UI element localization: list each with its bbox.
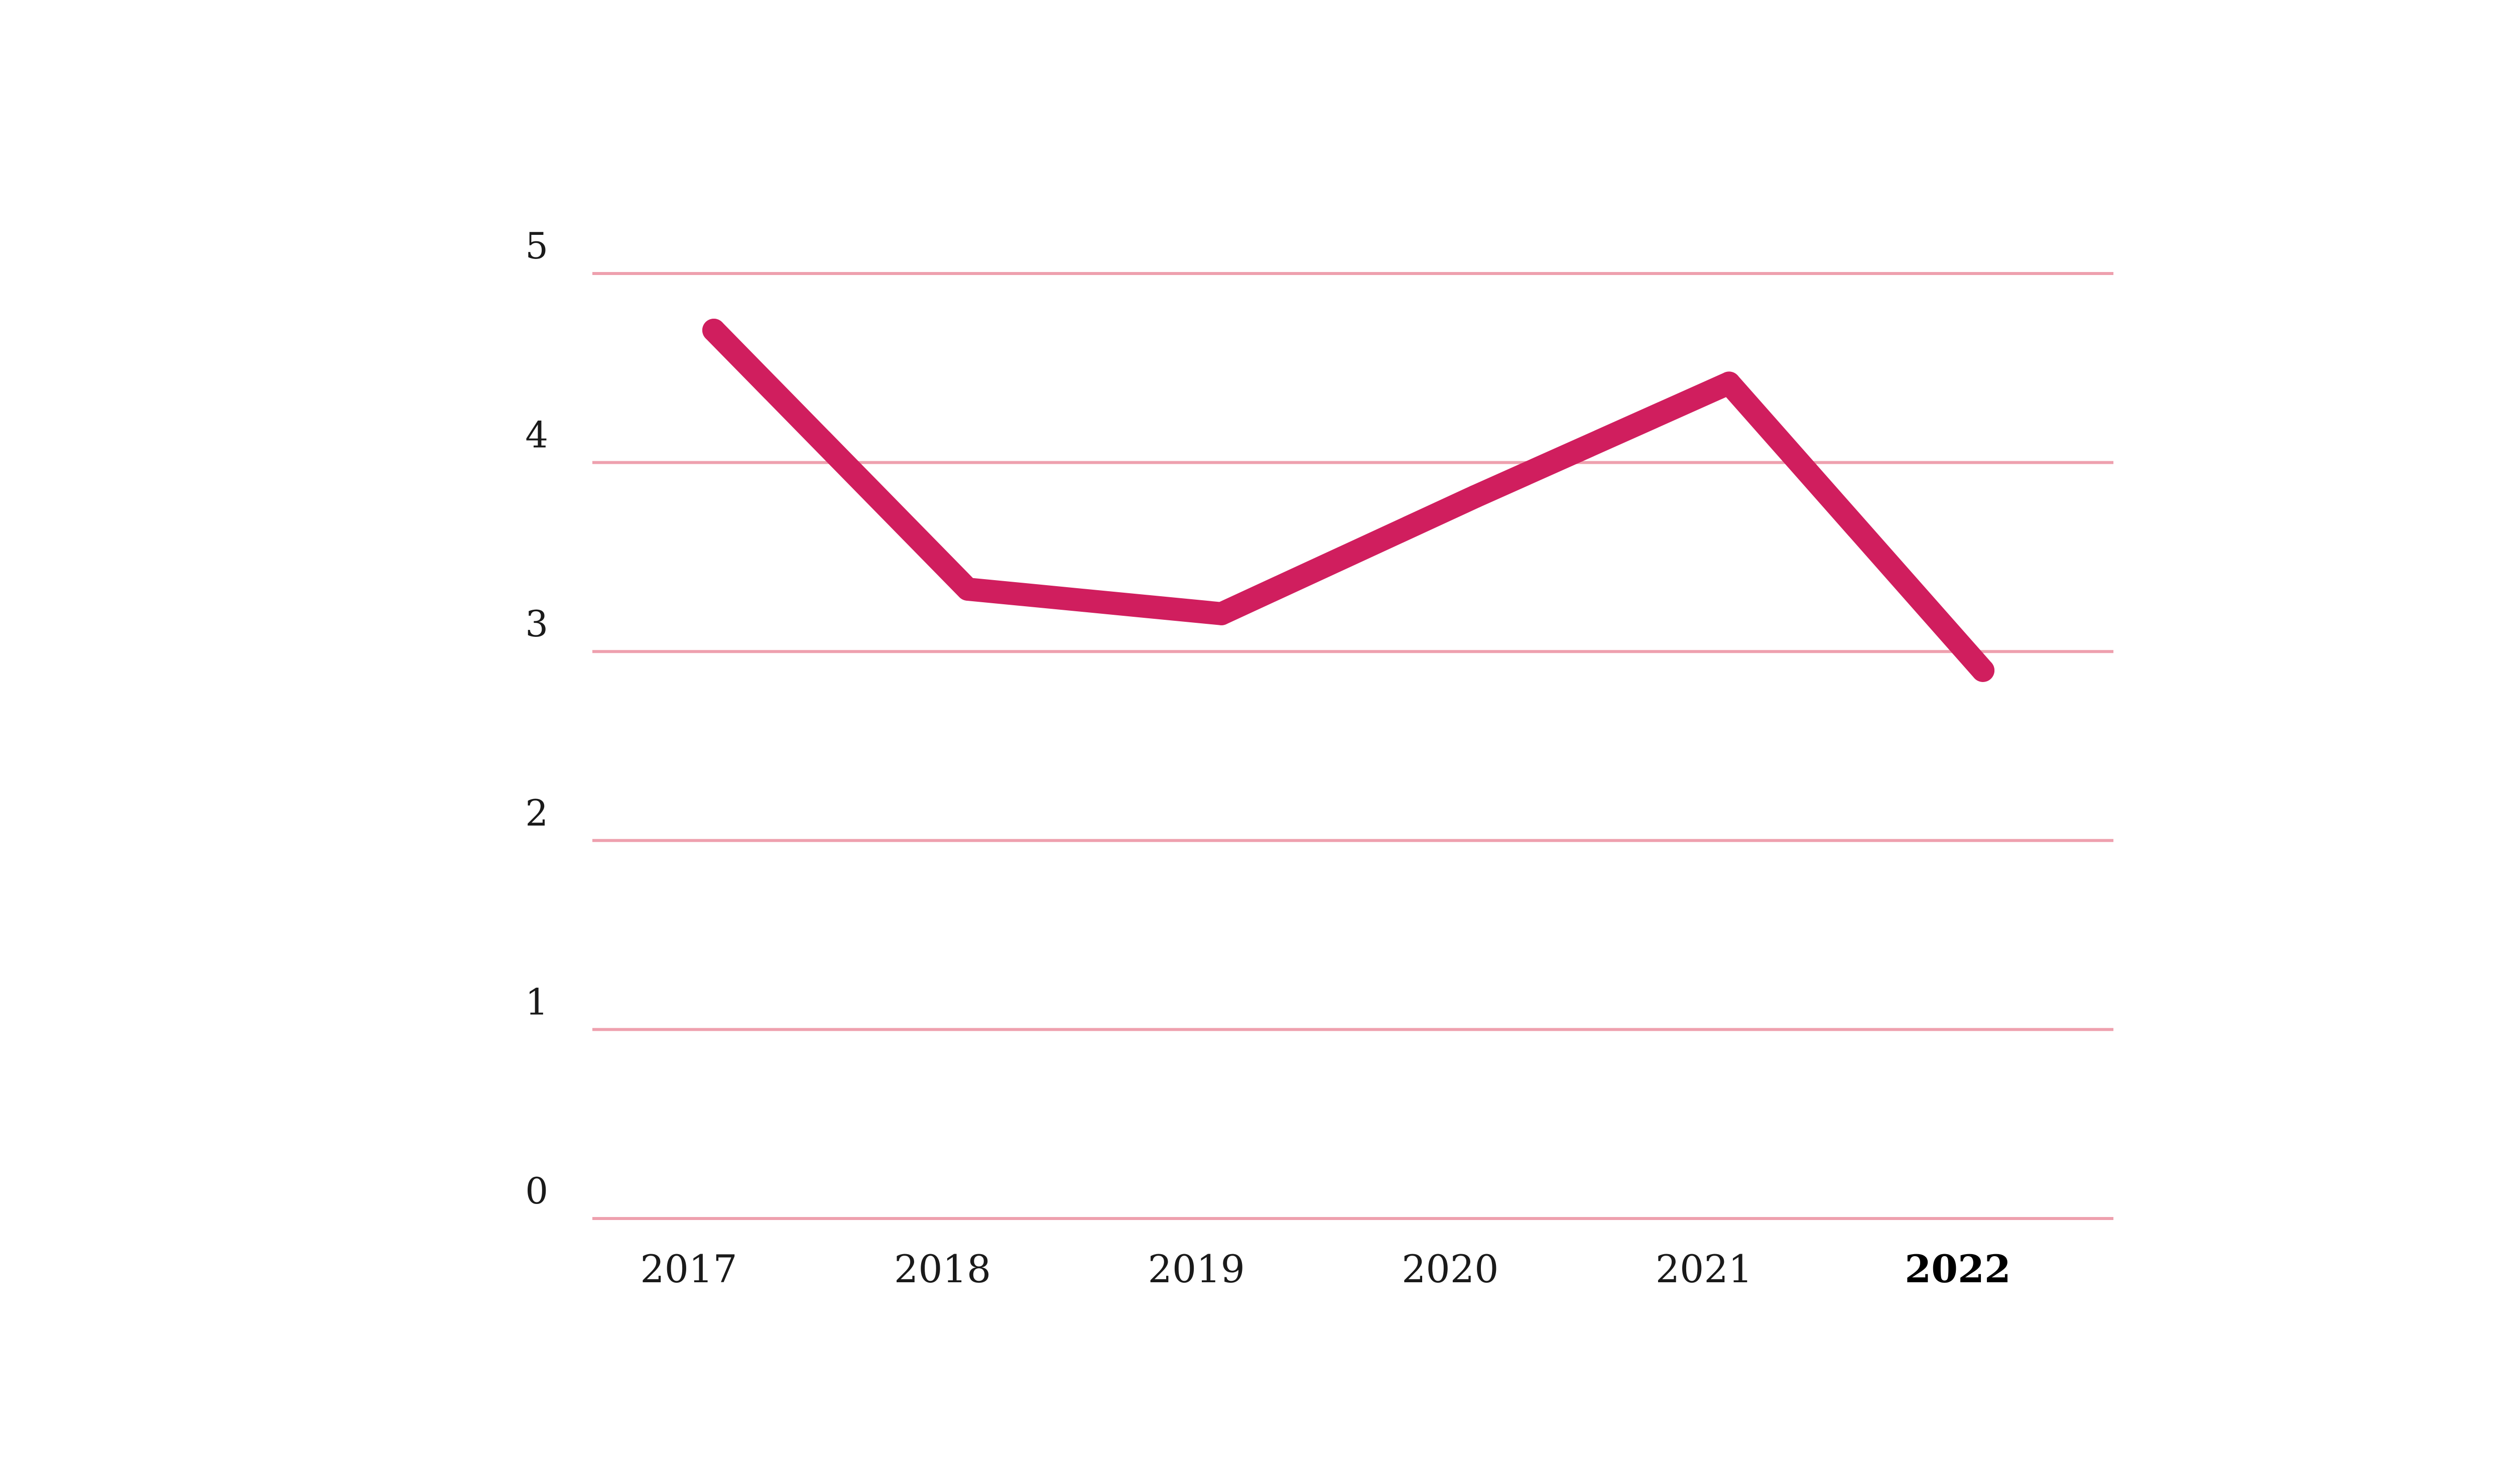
y-tick-label: 1: [525, 981, 548, 1023]
data-point-2022: [1971, 658, 1994, 682]
y-tick-label: 2: [525, 792, 548, 834]
x-tick-label: 2022: [1905, 1247, 2011, 1291]
y-axis-tick-labels: 0 1 2 3 4 5: [525, 225, 548, 1212]
series-line: [702, 318, 1994, 682]
x-axis-tick-labels: 2017 2018 2019 2020 2021 2022: [640, 1247, 2011, 1291]
x-tick-label: 2017: [640, 1247, 737, 1291]
x-tick-label: 2018: [894, 1247, 991, 1291]
y-tick-label: 0: [525, 1170, 548, 1212]
x-tick-label: 2021: [1656, 1247, 1752, 1291]
x-tick-label: 2020: [1402, 1247, 1498, 1291]
data-point-2017: [702, 318, 725, 342]
data-point-2019: [1210, 602, 1233, 625]
y-tick-label: 5: [525, 225, 548, 267]
data-point-2021: [1717, 371, 1741, 395]
y-tick-label: 3: [525, 603, 548, 645]
x-tick-label: 2019: [1148, 1247, 1244, 1291]
y-tick-label: 4: [525, 414, 548, 456]
data-point-2018: [956, 577, 979, 601]
series-line-group: [702, 318, 1994, 682]
data-point-2020: [1463, 485, 1487, 508]
gridlines: [592, 272, 2113, 1220]
